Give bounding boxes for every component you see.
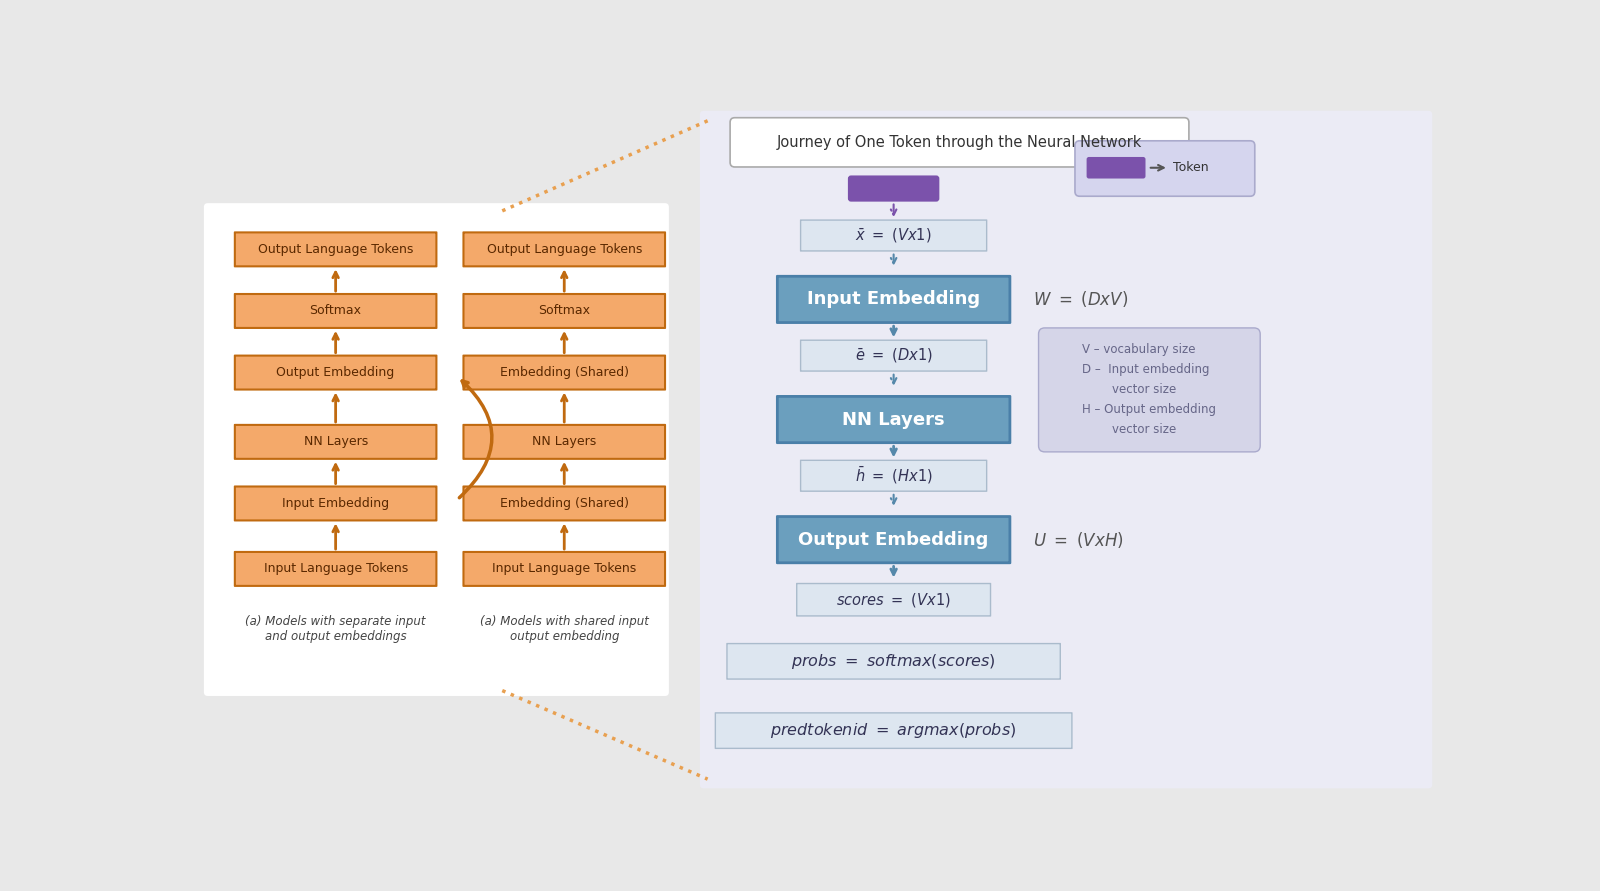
FancyBboxPatch shape <box>1086 157 1146 178</box>
FancyBboxPatch shape <box>778 396 1010 443</box>
FancyBboxPatch shape <box>235 552 437 586</box>
FancyBboxPatch shape <box>464 233 666 266</box>
Text: Embedding (Shared): Embedding (Shared) <box>499 366 629 379</box>
Text: Input Language Tokens: Input Language Tokens <box>493 562 637 576</box>
Text: Softmax: Softmax <box>310 305 362 317</box>
Text: Input Embedding: Input Embedding <box>806 290 981 308</box>
FancyBboxPatch shape <box>800 461 987 491</box>
Text: V – vocabulary size
D –  Input embedding
        vector size
H – Output embeddin: V – vocabulary size D – Input embedding … <box>1082 343 1216 436</box>
FancyBboxPatch shape <box>464 425 666 459</box>
FancyBboxPatch shape <box>464 356 666 389</box>
Text: (a) Models with separate input
and output embeddings: (a) Models with separate input and outpu… <box>245 615 426 643</box>
Text: Token: Token <box>1173 161 1210 175</box>
FancyBboxPatch shape <box>800 220 987 251</box>
Text: Input Language Tokens: Input Language Tokens <box>264 562 408 576</box>
Text: $W\ =\ (DxV)$: $W\ =\ (DxV)$ <box>1034 290 1128 309</box>
FancyBboxPatch shape <box>699 110 1432 789</box>
Text: Output Embedding: Output Embedding <box>798 531 989 549</box>
Text: (a) Models with shared input
output embedding: (a) Models with shared input output embe… <box>480 615 648 643</box>
FancyBboxPatch shape <box>1075 141 1254 196</box>
Text: $\bar{h}\ =\ (Hx1)$: $\bar{h}\ =\ (Hx1)$ <box>854 465 933 486</box>
Text: $predtokenid\ =\ argmax(probs)$: $predtokenid\ =\ argmax(probs)$ <box>771 721 1016 740</box>
FancyBboxPatch shape <box>1038 328 1261 452</box>
Text: $\bar{x}\ =\ (Vx1)$: $\bar{x}\ =\ (Vx1)$ <box>856 226 931 244</box>
Text: Output Language Tokens: Output Language Tokens <box>486 243 642 256</box>
FancyBboxPatch shape <box>464 552 666 586</box>
Text: $probs\ =\ softmax(scores)$: $probs\ =\ softmax(scores)$ <box>792 652 997 671</box>
Text: Journey of One Token through the Neural Network: Journey of One Token through the Neural … <box>778 135 1142 150</box>
FancyBboxPatch shape <box>715 713 1072 748</box>
Text: $scores\ =\ (Vx1)$: $scores\ =\ (Vx1)$ <box>837 591 950 609</box>
FancyBboxPatch shape <box>464 486 666 520</box>
Text: Output Embedding: Output Embedding <box>277 366 395 379</box>
FancyBboxPatch shape <box>800 340 987 371</box>
Text: $\bar{e}\ =\ (Dx1)$: $\bar{e}\ =\ (Dx1)$ <box>854 347 933 364</box>
FancyBboxPatch shape <box>203 203 669 696</box>
FancyBboxPatch shape <box>464 294 666 328</box>
FancyBboxPatch shape <box>778 276 1010 323</box>
Text: NN Layers: NN Layers <box>842 411 946 429</box>
FancyBboxPatch shape <box>797 584 990 616</box>
Text: Softmax: Softmax <box>538 305 590 317</box>
FancyBboxPatch shape <box>778 517 1010 563</box>
FancyBboxPatch shape <box>848 176 939 201</box>
FancyBboxPatch shape <box>235 233 437 266</box>
Text: Input Embedding: Input Embedding <box>282 497 389 510</box>
Text: $U\ =\ (VxH)$: $U\ =\ (VxH)$ <box>1034 529 1123 550</box>
Text: Embedding (Shared): Embedding (Shared) <box>499 497 629 510</box>
FancyBboxPatch shape <box>235 294 437 328</box>
Text: NN Layers: NN Layers <box>533 436 597 448</box>
Text: Output Language Tokens: Output Language Tokens <box>258 243 413 256</box>
FancyBboxPatch shape <box>235 425 437 459</box>
FancyBboxPatch shape <box>235 356 437 389</box>
Text: NN Layers: NN Layers <box>304 436 368 448</box>
FancyBboxPatch shape <box>235 486 437 520</box>
FancyBboxPatch shape <box>730 118 1189 167</box>
FancyBboxPatch shape <box>726 643 1061 679</box>
